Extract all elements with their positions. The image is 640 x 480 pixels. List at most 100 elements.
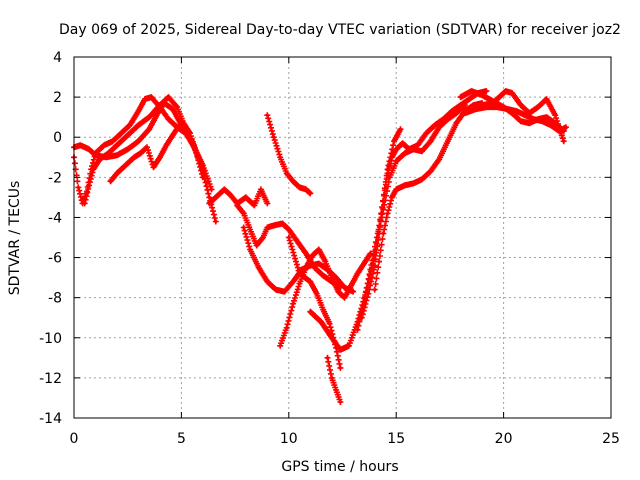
data-point [265,225,269,230]
data-point [147,127,151,131]
x-axis-label: GPS time / hours [281,459,398,475]
data-point [368,267,373,272]
data-point [265,280,269,284]
data-point [428,169,433,173]
series-track-17 [468,88,567,145]
data-point [242,211,246,216]
data-point [349,284,353,288]
data-point [392,139,396,143]
data-point [287,235,291,240]
data-point [416,143,420,147]
data-point [254,243,259,248]
data-point [495,105,499,109]
data-point [190,139,194,143]
data-point [145,145,149,149]
data-point [411,147,415,151]
data-point [519,119,523,123]
data-point [291,179,295,183]
data-point [91,167,95,171]
data-point [98,157,102,161]
data-point [136,139,141,143]
y-axis-label: SDTVAR / TECUs [7,181,23,296]
data-point [248,247,252,252]
data-point [381,231,385,236]
data-point [553,113,557,117]
data-point [156,111,160,115]
series-track-3 [81,94,206,207]
data-point [450,109,454,113]
data-point [454,111,458,115]
data-point [177,123,181,127]
chart-title: Day 069 of 2025, Sidereal Day-to-day VTE… [59,22,621,38]
data-point [544,97,549,101]
data-point [235,203,239,208]
data-point [158,103,162,107]
y-tick-label: 0 [53,130,62,146]
data-point [196,155,201,159]
data-point [209,187,214,191]
y-tick-label: -12 [39,371,62,387]
data-point [544,115,549,119]
data-point [201,175,205,179]
series-track-5 [206,186,271,209]
data-point [334,388,338,392]
data-point [242,225,246,230]
data-point [291,302,295,306]
data-point [207,201,211,206]
data-point [184,129,188,133]
data-point [278,155,282,159]
data-point [166,117,171,121]
data-point [506,107,510,111]
data-point [519,103,523,107]
x-tick-label: 25 [602,431,620,447]
data-point [272,223,276,228]
data-point [420,149,424,153]
data-point [330,276,334,280]
series-track-15 [354,102,468,333]
data-point [147,115,151,119]
marker-trace [324,354,344,405]
data-point [459,95,463,99]
data-point [355,328,360,332]
data-point [480,93,484,97]
data-point [330,336,334,340]
data-point [128,123,132,127]
data-point [304,265,308,270]
data-point [469,89,473,93]
data-point [297,185,302,189]
series-track-4 [107,122,208,185]
data-point [355,272,360,276]
data-point [394,159,398,163]
data-point [319,320,323,324]
data-point [261,235,265,240]
data-point [523,113,527,117]
data-point [171,107,175,111]
x-tick-label: 10 [280,431,298,447]
data-point [317,247,321,252]
y-tick-labels: -14 -12 -10 -8 -6 -4 -2 0 2 4 [39,50,62,427]
data-point [336,290,340,294]
x-tick-label: 15 [387,431,405,447]
data-point [214,195,218,199]
data-point [411,181,415,185]
data-point [527,121,531,125]
data-point [136,123,141,127]
data-point [171,133,175,137]
data-point [446,139,450,143]
data-point [325,356,330,360]
data-point [308,191,312,195]
x-tick-label: 20 [495,431,513,447]
data-point [454,121,458,125]
data-point [362,261,366,266]
data-point [328,322,332,326]
data-point [510,91,514,95]
data-point [321,308,325,312]
data-point [433,123,437,127]
data-point [83,201,87,206]
data-point [285,171,289,175]
plot-frame [73,56,612,419]
data-point [76,185,80,189]
data-point [214,219,218,224]
data-point [108,179,113,183]
data-point [540,119,544,123]
